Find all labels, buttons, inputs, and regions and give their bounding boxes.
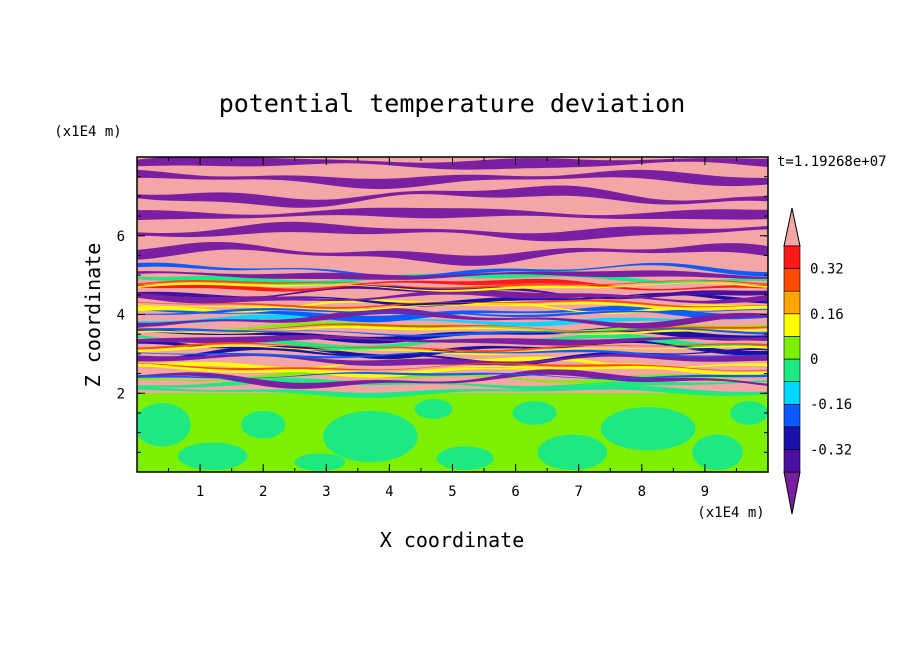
cool-streak xyxy=(137,308,768,318)
lower-layer-blobs xyxy=(137,399,768,471)
cold-band xyxy=(137,307,768,329)
colorbar-segment xyxy=(783,426,801,450)
x-tick-label: 6 xyxy=(511,484,519,500)
axes: 1 2 3 4 5 6 7 8 9 2 4 6 xyxy=(117,157,768,500)
mixing-streak xyxy=(137,363,768,378)
colorbar-tick-label: 0 xyxy=(810,352,818,368)
lower-layer-patch xyxy=(600,407,696,451)
cold-band xyxy=(137,185,768,208)
colorbar-extend-low xyxy=(783,471,801,515)
mixing-streak xyxy=(137,333,768,351)
x-tick-label: 7 xyxy=(574,484,582,500)
x-axis-label: X coordinate xyxy=(380,528,525,552)
mixing-streak xyxy=(137,370,768,384)
warm-edge xyxy=(137,362,768,372)
colorbar-segment xyxy=(783,336,801,360)
lower-layer-patch xyxy=(512,401,557,425)
lower-layer-patch xyxy=(730,401,768,425)
time-label: t=1.19268e+07 xyxy=(777,154,887,170)
colorbar-tick-label: -0.32 xyxy=(810,442,852,458)
cool-streak xyxy=(137,328,768,337)
x-tick-label: 8 xyxy=(638,484,646,500)
cold-band xyxy=(137,270,768,280)
lower-layer-patch xyxy=(537,434,608,471)
colorbar-segment xyxy=(783,268,801,292)
warm-edge xyxy=(137,282,768,292)
lower-layer-patch xyxy=(692,434,743,471)
lower-layer-patch xyxy=(414,399,453,419)
mixing-streak xyxy=(137,314,768,327)
colorbar-segment xyxy=(783,245,801,269)
temperature-bands xyxy=(137,157,768,398)
lower-layer-patch xyxy=(137,403,191,447)
x-tick-label: 2 xyxy=(259,484,267,500)
plot-area xyxy=(137,157,768,472)
x-unit-label: (x1E4 m) xyxy=(697,505,764,521)
cold-band xyxy=(137,207,768,221)
colorbar-extend-high xyxy=(783,207,801,247)
x-tick-label: 5 xyxy=(448,484,456,500)
mixing-streak xyxy=(137,385,768,398)
lower-layer-patch xyxy=(323,410,418,463)
y-tick-label: 4 xyxy=(117,308,125,324)
mixing-streak xyxy=(137,346,768,366)
colorbar-segment xyxy=(783,449,801,473)
lower-layer-patch xyxy=(241,410,286,439)
mixing-streak xyxy=(137,305,768,323)
lower-layer-patch xyxy=(178,442,248,471)
cold-band xyxy=(137,369,768,389)
y-unit-label: (x1E4 m) xyxy=(54,124,121,140)
warm-edge xyxy=(137,279,768,289)
x-tick-label: 9 xyxy=(701,484,709,500)
chart-title: potential temperature deviation xyxy=(219,89,686,118)
colorbar-segment xyxy=(783,381,801,405)
x-tick-label: 1 xyxy=(196,484,204,500)
y-tick-label: 2 xyxy=(117,386,125,402)
warm-edge xyxy=(137,365,768,374)
warm-edge xyxy=(137,344,768,356)
mixing-streak xyxy=(137,321,768,334)
cool-streak xyxy=(137,349,768,359)
cold-band xyxy=(137,242,768,266)
cold-band xyxy=(137,289,768,304)
colorbar-segment xyxy=(783,358,801,382)
lower-layer-patch xyxy=(436,446,494,471)
warm-edge xyxy=(137,299,768,309)
cool-streak xyxy=(137,372,768,380)
mixing-streak xyxy=(137,339,768,360)
colorbar: -0.32 -0.16 0 0.16 0.32 xyxy=(783,207,852,515)
colorbar-segment xyxy=(783,403,801,428)
mixing-streak xyxy=(137,278,768,292)
lower-layer-patch xyxy=(294,453,346,471)
y-tick-label: 6 xyxy=(117,229,125,245)
colorbar-tick-label: -0.16 xyxy=(810,397,852,413)
mixing-streak xyxy=(137,378,768,391)
x-tick-label: 3 xyxy=(322,484,330,500)
mixing-streak xyxy=(137,292,768,307)
colorbar-segment xyxy=(783,313,801,337)
colorbar-tick-label: 0.16 xyxy=(810,307,844,323)
colorbar-tick-label: 0.32 xyxy=(810,262,844,278)
mixing-streak xyxy=(137,270,768,286)
mixing-streak xyxy=(137,262,768,280)
cold-band xyxy=(137,169,768,190)
y-axis-label: Z coordinate xyxy=(81,243,105,388)
cold-band xyxy=(137,221,768,242)
warm-edge xyxy=(137,342,768,353)
x-tick-label: 4 xyxy=(385,484,393,500)
colorbar-segment xyxy=(783,290,801,315)
cold-band xyxy=(137,335,768,346)
